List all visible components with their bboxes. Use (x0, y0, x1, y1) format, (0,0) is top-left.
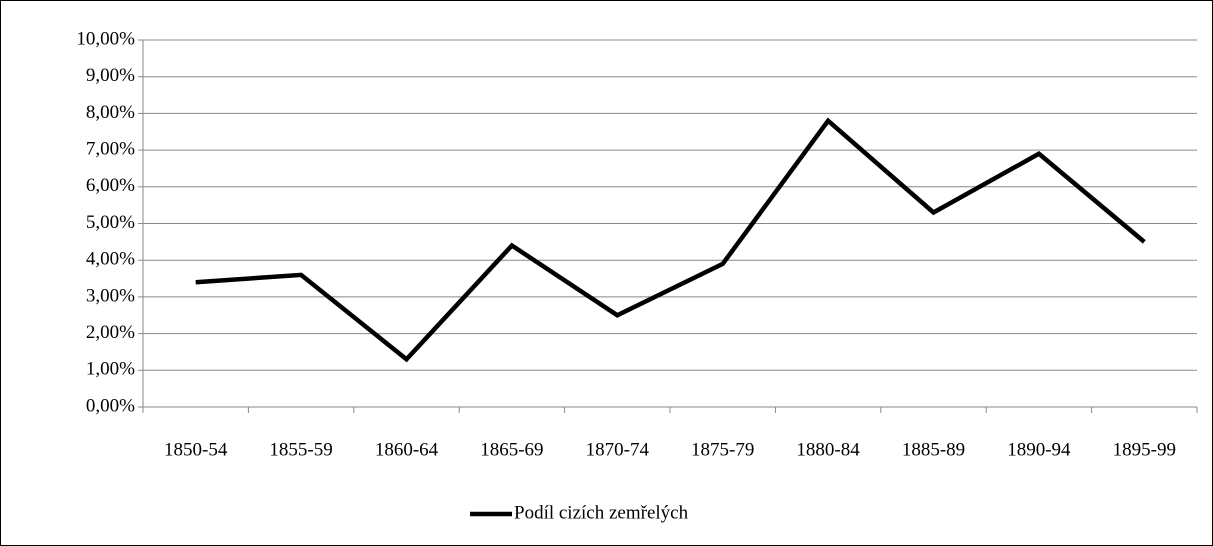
x-tick-label: 1890-94 (1007, 439, 1071, 460)
x-tick-label: 1880-84 (796, 439, 860, 460)
y-tick-label: 3,00% (86, 285, 135, 306)
y-tick-label: 7,00% (86, 138, 135, 159)
x-tick-label: 1895-99 (1113, 439, 1176, 460)
x-tick-label: 1885-89 (902, 439, 965, 460)
x-tick-label: 1865-69 (480, 439, 543, 460)
legend-label: Podíl cizích zemřelých (514, 502, 689, 523)
y-tick-label: 4,00% (86, 249, 135, 270)
y-tick-label: 9,00% (86, 65, 135, 86)
y-tick-label: 8,00% (86, 102, 135, 123)
y-tick-label: 6,00% (86, 175, 135, 196)
y-tick-label: 5,00% (86, 212, 135, 233)
x-tick-label: 1875-79 (691, 439, 754, 460)
y-tick-label: 2,00% (86, 322, 135, 343)
y-tick-label: 0,00% (86, 395, 135, 416)
x-tick-label: 1870-74 (586, 439, 650, 460)
y-tick-label: 10,00% (76, 28, 135, 49)
y-tick-label: 1,00% (86, 359, 135, 380)
x-tick-label: 1850-54 (164, 439, 228, 460)
x-tick-label: 1855-59 (269, 439, 332, 460)
data-line (195, 117, 1146, 363)
x-tick-label: 1860-64 (375, 439, 439, 460)
